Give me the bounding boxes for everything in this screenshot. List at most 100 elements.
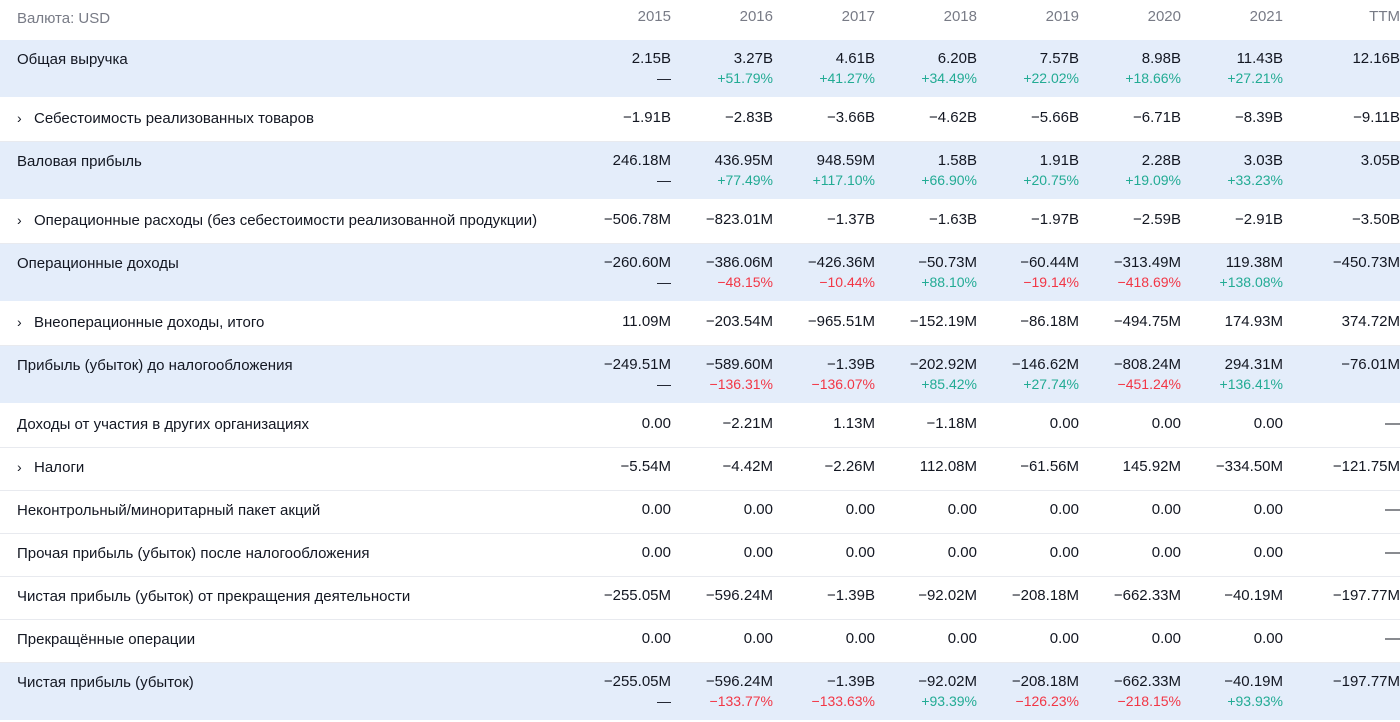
cell-value: −596.24M [705, 673, 773, 690]
value-cell-2021: 0.00 [1181, 491, 1283, 533]
chevron-right-icon[interactable]: › [17, 110, 22, 126]
cell-value: 0.00 [947, 630, 977, 647]
value-cell-2019: 0.00 [977, 620, 1079, 662]
value-cell-2015: −5.54M [560, 448, 671, 490]
row-label-text: Себестоимость реализованных товаров [34, 110, 314, 127]
value-cell-2015: −255.05M — [560, 663, 671, 720]
value-cell-2021: 294.31M +136.41% [1181, 346, 1283, 403]
value-cell-2020: −662.33M −218.15% [1079, 663, 1181, 720]
cell-value: −823.01M [705, 211, 773, 228]
cell-value: 6.20B [937, 50, 977, 67]
year-header-2015: 2015 [637, 8, 671, 25]
value-cell-2017: 948.59M +117.10% [773, 142, 875, 199]
value-cell-2020: −808.24M −451.24% [1079, 346, 1181, 403]
value-cell-2018: 0.00 [875, 620, 977, 662]
value-cell-2021: −8.39B [1181, 99, 1283, 141]
cell-value: 0.00 [845, 630, 875, 647]
cell-value: −808.24M [1113, 356, 1181, 373]
cell-change-pct: −133.77% [709, 693, 773, 709]
cell-change-pct: +34.49% [921, 70, 977, 86]
row-label: Операционные доходы [0, 244, 560, 301]
value-cell-2020: 0.00 [1079, 405, 1181, 447]
row-label: Прочая прибыль (убыток) после налогообло… [0, 534, 560, 576]
table-row[interactable]: › Себестоимость реализованных товаров −1.9… [0, 99, 1400, 142]
cell-value: 7.57B [1039, 50, 1079, 67]
cell-value: −2.21M [722, 415, 773, 432]
row-label: Чистая прибыль (убыток) [0, 663, 560, 720]
cell-value: 11.43B [1236, 50, 1283, 67]
cell-change-pct: −126.23% [1015, 693, 1079, 709]
year-header-2021: 2021 [1249, 8, 1283, 25]
cell-value: 0.00 [1151, 415, 1181, 432]
value-cell-2019: −5.66B [977, 99, 1079, 141]
cell-change-pct: +93.93% [1227, 693, 1283, 709]
cell-value: −40.19M [1224, 673, 1283, 690]
row-label[interactable]: › Операционные расходы (без себестоимости… [0, 201, 560, 243]
cell-value: 0.00 [1151, 501, 1181, 518]
chevron-right-icon[interactable]: › [17, 459, 22, 475]
value-cell-2016: 0.00 [671, 620, 773, 662]
cell-change-pct: — [657, 70, 671, 86]
value-cell-2018: −92.02M [875, 577, 977, 619]
cell-value: 0.00 [845, 544, 875, 561]
row-label: Общая выручка [0, 40, 560, 97]
cell-value: −260.60M [603, 254, 671, 271]
cell-value: 0.00 [641, 501, 671, 518]
value-cell-2020: −6.71B [1079, 99, 1181, 141]
row-label[interactable]: › Внеоперационные доходы, итого [0, 303, 560, 345]
cell-value: −662.33M [1113, 673, 1181, 690]
row-label: Прибыль (убыток) до налогообложения [0, 346, 560, 403]
table-row[interactable]: › Внеоперационные доходы, итого 11.09M −203… [0, 303, 1400, 346]
row-label: Неконтрольный/миноритарный пакет акций [0, 491, 560, 533]
cell-change-pct: +22.02% [1023, 70, 1079, 86]
cell-value: −146.62M [1011, 356, 1079, 373]
value-cell-2016: −203.54M [671, 303, 773, 345]
value-cell-2021: 11.43B +27.21% [1181, 40, 1283, 97]
cell-value: −5.54M [620, 458, 671, 475]
value-cell-2019: −86.18M [977, 303, 1079, 345]
value-cell-2019: 7.57B +22.02% [977, 40, 1079, 97]
cell-value: 246.18M [612, 152, 671, 169]
chevron-right-icon[interactable]: › [17, 314, 22, 330]
table-row: Доходы от участия в других организациях 0… [0, 405, 1400, 448]
cell-value: 0.00 [743, 630, 773, 647]
row-label: Доходы от участия в других организациях [0, 405, 560, 447]
cell-change-pct: — [657, 274, 671, 290]
cell-change-pct: +138.08% [1219, 274, 1283, 290]
row-label-text: Налоги [34, 459, 85, 476]
value-cell-2017: −3.66B [773, 99, 875, 141]
value-cell-2018: −92.02M +93.39% [875, 663, 977, 720]
cell-value: −426.36M [807, 254, 875, 271]
cell-value: −4.42M [722, 458, 773, 475]
value-cell-2020: −662.33M [1079, 577, 1181, 619]
chevron-right-icon[interactable]: › [17, 212, 22, 228]
value-cell-2021: 3.03B +33.23% [1181, 142, 1283, 199]
cell-value: 2.15B [631, 50, 671, 67]
cell-value: −1.97B [1031, 211, 1079, 228]
cell-value: −86.18M [1020, 313, 1079, 330]
year-header-2020: 2020 [1147, 8, 1181, 25]
value-cell-2020: −494.75M [1079, 303, 1181, 345]
table-row[interactable]: › Операционные расходы (без себестоимости… [0, 201, 1400, 244]
cell-value: 1.91B [1039, 152, 1079, 169]
cell-value: — [1385, 630, 1400, 647]
row-label[interactable]: › Налоги [0, 448, 560, 490]
value-cell-2018: 0.00 [875, 534, 977, 576]
cell-value: −76.01M [1341, 356, 1400, 373]
row-label-text: Прочая прибыль (убыток) после налогообло… [17, 545, 370, 562]
value-cell-2015: −255.05M [560, 577, 671, 619]
row-label[interactable]: › Себестоимость реализованных товаров [0, 99, 560, 141]
value-cell-2019: 0.00 [977, 534, 1079, 576]
table-row: Чистая прибыль (убыток) −255.05M — −596.24M… [0, 663, 1400, 722]
cell-value: −197.77M [1332, 673, 1400, 690]
cell-value: — [1385, 501, 1400, 518]
cell-value: 374.72M [1341, 313, 1400, 330]
cell-value: −40.19M [1224, 587, 1283, 604]
table-row: Прекращённые операции 0.00 0.00 0.00 0.00 0.0… [0, 620, 1400, 663]
table-row[interactable]: › Налоги −5.54M −4.42M −2.26M 112.08M −61.56M 1… [0, 448, 1400, 491]
value-cell-2021: 119.38M +138.08% [1181, 244, 1283, 301]
row-label-text: Валовая прибыль [17, 153, 142, 170]
cell-change-pct: −19.14% [1023, 274, 1079, 290]
value-cell-2021: −40.19M +93.93% [1181, 663, 1283, 720]
